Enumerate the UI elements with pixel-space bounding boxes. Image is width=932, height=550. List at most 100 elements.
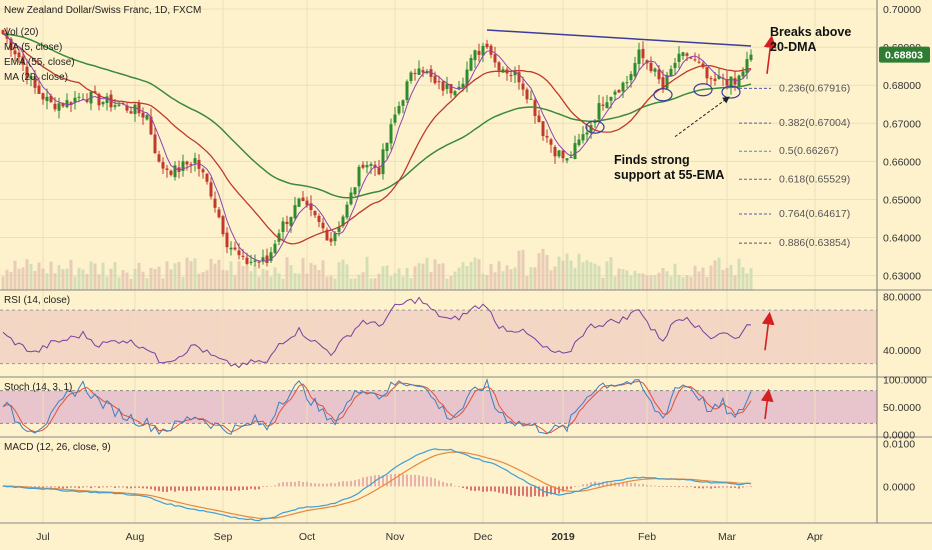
chart-title: New Zealand Dollar/Swiss Franc, 1D, FXCM (4, 5, 201, 16)
support-circle (693, 83, 713, 97)
volume-bar (273, 267, 277, 290)
candle-body (465, 69, 469, 85)
annotation-support-line2: support at 55-EMA (614, 168, 724, 182)
volume-bar (153, 269, 157, 290)
macd-histogram-bar (118, 486, 120, 488)
macd-histogram-bar (426, 476, 428, 487)
volume-bar (409, 278, 413, 290)
annotation-breaks-line1: Breaks above (770, 25, 851, 39)
candle-body (181, 161, 185, 171)
candle-body (397, 105, 401, 114)
stoch-k-line (2, 378, 752, 436)
volume-bar (749, 268, 753, 290)
rsi-arrow (761, 311, 775, 351)
candle-body (157, 154, 161, 162)
candle-body (393, 114, 397, 123)
candle-body (681, 52, 685, 56)
macd-histogram-bar (350, 480, 352, 487)
volume-bar (29, 264, 33, 290)
annotation-breaks-line2: 20-DMA (770, 40, 817, 54)
candle-body (597, 103, 601, 120)
candle-body (329, 238, 333, 242)
macd-histogram-bar (130, 486, 132, 489)
candle-body (613, 91, 617, 95)
volume-bar (625, 270, 629, 290)
volume-bar (741, 267, 745, 290)
candle-body (337, 226, 341, 232)
macd-histogram-bar (602, 481, 604, 487)
candle-body (261, 257, 265, 262)
volume-bar (673, 263, 677, 290)
time-tick: Aug (126, 531, 145, 543)
candle-body (361, 164, 365, 168)
time-tick: Nov (386, 531, 405, 543)
macd-histogram-bar (358, 479, 360, 487)
candle-body (29, 76, 33, 79)
volume-bar (389, 276, 393, 290)
candle-body (497, 62, 501, 71)
candle-body (421, 70, 425, 73)
fib-label: 0.618(0.65529) (779, 173, 850, 185)
fibonacci-levels: 0.236(0.67916) 0.382(0.67004) 0.5(0.66267)… (739, 82, 850, 249)
macd-histogram-bar (750, 486, 752, 487)
macd-histogram-bar (698, 486, 700, 489)
candle-body (153, 134, 157, 154)
candle-body (233, 247, 237, 250)
volume-bar (237, 261, 241, 290)
macd-histogram-bar (722, 486, 724, 488)
candle-body (249, 261, 253, 263)
volume-bar (549, 270, 553, 290)
candle-body (713, 78, 717, 81)
candle-body (105, 96, 109, 104)
candle-body (69, 102, 73, 105)
candle-body (381, 149, 385, 175)
volume-bar (657, 272, 661, 290)
candle-body (601, 104, 605, 106)
volume-bar (345, 264, 349, 290)
candle-body (193, 158, 197, 164)
candle-body (289, 216, 293, 226)
candle-body (517, 72, 521, 83)
macd-histogram-bar (214, 486, 216, 491)
macd-histogram-bar (742, 486, 744, 488)
candle-body (341, 216, 345, 226)
candle-body (129, 111, 133, 114)
macd-histogram-bar (734, 486, 736, 488)
macd-histogram-bar (278, 483, 280, 487)
candle-body (17, 52, 21, 58)
macd-histogram-bar (74, 486, 76, 488)
volume-bar (609, 256, 613, 290)
candle-body (333, 233, 337, 242)
candle-body (93, 91, 97, 93)
volume-bar (381, 266, 385, 290)
macd-histogram-bar (726, 486, 728, 488)
macd-histogram-bar (458, 486, 460, 487)
volume-bar (133, 268, 137, 290)
macd-histogram-bar (38, 486, 40, 488)
stoch-tick: 0.0000 (883, 429, 915, 441)
candle-body (45, 96, 49, 102)
candle-body (37, 85, 41, 94)
macd-histogram-bar (490, 486, 492, 492)
candle-body (461, 83, 465, 88)
macd-histogram-bar (746, 486, 748, 487)
macd-histogram-bar (418, 475, 420, 487)
macd-histogram-bar (514, 486, 516, 496)
macd-histogram-bar (630, 482, 632, 487)
volume-bar (501, 271, 505, 290)
volume-bar (137, 262, 141, 290)
volume-bar (21, 267, 25, 290)
candle-body (377, 167, 381, 175)
stoch-tick: 50.0000 (883, 402, 921, 414)
volume-bar (677, 274, 681, 290)
volume-bar (293, 273, 297, 290)
macd-histogram-bar (674, 486, 676, 487)
macd-histogram-bar (282, 481, 284, 487)
macd-histogram-bar (498, 486, 500, 493)
candle-body (149, 116, 153, 135)
volume-bar (437, 264, 441, 290)
candle-body (653, 68, 657, 72)
macd-histogram-bar (114, 486, 116, 488)
candle-body (357, 166, 361, 187)
volume-bar (25, 259, 29, 290)
